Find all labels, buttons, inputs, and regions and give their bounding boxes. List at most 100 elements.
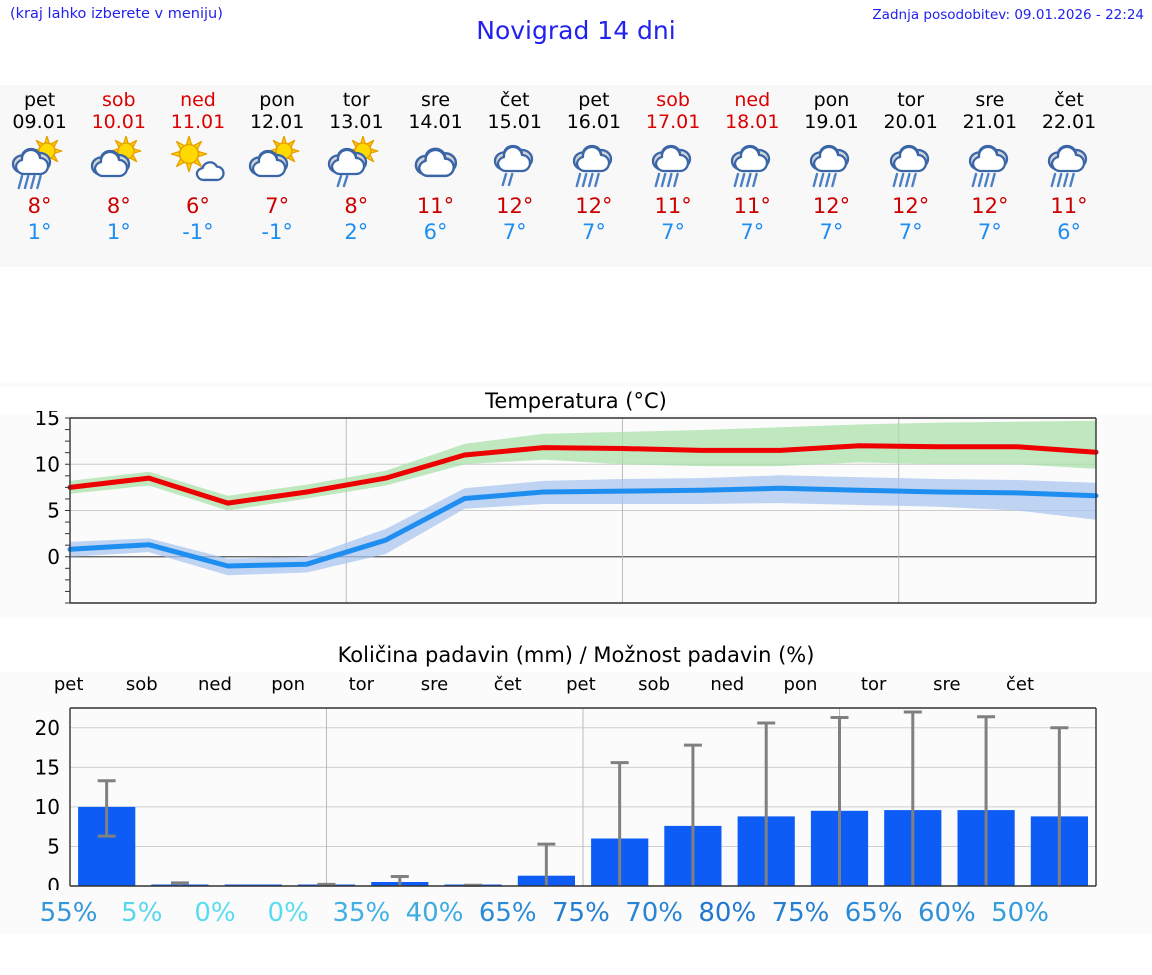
precip-day-label: sre xyxy=(933,674,961,695)
day-forecast-card[interactable]: ned 11.01 6° -1° xyxy=(158,85,237,267)
precipitation-probability: 65% xyxy=(844,897,903,928)
cloud-rain-icon xyxy=(1047,144,1088,188)
day-forecast-card[interactable]: tor 20.01 12° 7° xyxy=(871,85,950,267)
cloud-rain-icon xyxy=(651,144,692,188)
day-date: 11.01 xyxy=(170,111,226,133)
day-date: 20.01 xyxy=(883,111,938,133)
uncertainty-band xyxy=(70,475,1096,576)
precip-day-label: sre xyxy=(420,674,449,695)
y-axis-tick-label: 20 xyxy=(35,716,60,740)
day-date: 17.01 xyxy=(645,111,701,133)
weather-icon-wrap xyxy=(246,135,308,191)
day-name: sob xyxy=(101,89,136,111)
precip-day-label: čet xyxy=(1006,674,1035,695)
max-temperature: 12° xyxy=(892,194,930,218)
precip-day-label: pon xyxy=(783,674,818,695)
day-name: tor xyxy=(897,89,925,111)
day-forecast-card[interactable]: sre 14.01 11° 6° xyxy=(396,85,475,267)
min-temperature: 7° xyxy=(977,220,1002,244)
sun-smallcloud-icon xyxy=(170,135,225,182)
day-date: 12.01 xyxy=(249,111,305,133)
day-forecast-card[interactable]: tor 13.01 8° 2° xyxy=(317,85,396,267)
weather-icon-wrap xyxy=(88,135,150,191)
min-temperature: 2° xyxy=(344,220,369,244)
day-forecast-card[interactable]: sre 21.01 12° 7° xyxy=(950,85,1029,267)
min-temperature: 6° xyxy=(1057,220,1081,244)
min-temperature: 7° xyxy=(819,220,844,244)
day-forecast-card[interactable]: ned 18.01 11° 7° xyxy=(713,85,792,267)
day-forecast-card[interactable]: pon 19.01 12° 7° xyxy=(792,85,871,267)
temperature-line xyxy=(67,485,1099,569)
day-date: 15.01 xyxy=(487,111,542,133)
sun-cloud-icon xyxy=(90,135,142,178)
max-temperature: 8° xyxy=(27,194,52,218)
weather-icon-wrap xyxy=(1038,136,1100,191)
day-name: pon xyxy=(813,89,850,111)
precipitation-probability: 0% xyxy=(194,897,236,928)
precipitation-probability: 5% xyxy=(121,897,163,928)
day-forecast-card[interactable]: pet 16.01 12° 7° xyxy=(554,85,633,267)
max-temperature: 7° xyxy=(265,194,290,218)
precip-day-label: čet xyxy=(493,674,522,695)
precipitation-probability: 70% xyxy=(625,897,683,928)
day-forecast-card[interactable]: sob 10.01 8° 1° xyxy=(79,85,158,267)
precipitation-day-labels: pet sob ned pon tor sre čet pet sob ned pon tor sre č… xyxy=(0,672,1152,700)
precipitation-probability: 75% xyxy=(552,897,610,928)
precip-day-label: tor xyxy=(348,674,375,695)
page-header: (kraj lahko izberete v meniju) Novigrad … xyxy=(0,0,1152,70)
precipitation-probability-row: 55% 5% 0% 0% 35% 40% 65% 75% 70% 80% 75% 65% 60% 50% xyxy=(0,890,1152,935)
day-name: čet xyxy=(1054,89,1084,111)
day-forecast-card[interactable]: čet 15.01 12° 7° xyxy=(475,85,554,267)
sun-cloud-lightrain-icon xyxy=(328,135,379,188)
cloud-lightrain-icon xyxy=(493,144,533,187)
max-temperature: 12° xyxy=(812,194,851,218)
min-temperature: 1° xyxy=(106,220,131,244)
day-forecast-card[interactable]: sob 17.01 11° 7° xyxy=(634,85,713,267)
day-forecast-card[interactable]: pet 09.01 8° 1° xyxy=(0,85,79,267)
max-temperature: 8° xyxy=(344,194,369,218)
cloud-rain-icon xyxy=(731,144,771,188)
day-name: pet xyxy=(578,89,610,111)
y-axis-tick-label: 15 xyxy=(35,411,60,430)
min-temperature: 7° xyxy=(502,220,527,244)
min-temperature: 1° xyxy=(27,220,52,244)
weather-icon-wrap xyxy=(880,136,942,191)
y-axis-tick-label: 5 xyxy=(47,499,60,523)
precip-day-label: ned xyxy=(198,674,232,695)
page-title: Novigrad 14 dni xyxy=(476,16,676,45)
max-temperature: 12° xyxy=(971,194,1009,218)
menu-hint-text: (kraj lahko izberete v meniju) xyxy=(10,6,223,22)
footer-spacer xyxy=(0,935,1152,975)
last-updated-text: Zadnja posodobitev: 09.01.2026 - 22:24 xyxy=(872,7,1144,23)
weather-icon-wrap xyxy=(167,135,229,191)
day-forecast-card[interactable]: pon 12.01 7° -1° xyxy=(238,85,317,267)
y-axis-tick-label: 10 xyxy=(35,452,60,476)
max-temperature: 12° xyxy=(496,194,534,218)
day-date: 16.01 xyxy=(566,111,622,133)
precipitation-bar xyxy=(224,884,282,886)
day-name: pon xyxy=(259,89,296,111)
precip-day-label: sob xyxy=(638,674,670,695)
day-name: ned xyxy=(180,89,216,111)
precipitation-probability: 35% xyxy=(332,897,391,928)
precipitation-probability: 40% xyxy=(405,897,464,928)
day-date: 09.01 xyxy=(12,111,67,133)
min-temperature: 7° xyxy=(661,220,686,244)
precip-day-label: pet xyxy=(566,674,596,695)
day-date: 13.01 xyxy=(329,111,384,133)
day-forecast-card[interactable]: čet 22.01 11° 6° xyxy=(1029,85,1108,267)
precipitation-probability: 55% xyxy=(39,897,98,928)
day-date: 14.01 xyxy=(408,111,463,133)
cloud-rain-icon xyxy=(889,144,929,188)
precipitation-chart-title: Količina padavin (mm) / Možnost padavin … xyxy=(0,640,1152,672)
precip-day-label: sob xyxy=(125,674,158,695)
precipitation-probability: 80% xyxy=(698,897,757,928)
weather-icon-wrap xyxy=(563,136,625,191)
day-name: ned xyxy=(734,89,771,111)
day-date: 19.01 xyxy=(804,111,859,133)
sun-cloud-rain-icon xyxy=(11,135,63,190)
precipitation-probability: 75% xyxy=(771,897,830,928)
day-name: sre xyxy=(975,89,1005,111)
min-temperature: 7° xyxy=(898,220,923,244)
